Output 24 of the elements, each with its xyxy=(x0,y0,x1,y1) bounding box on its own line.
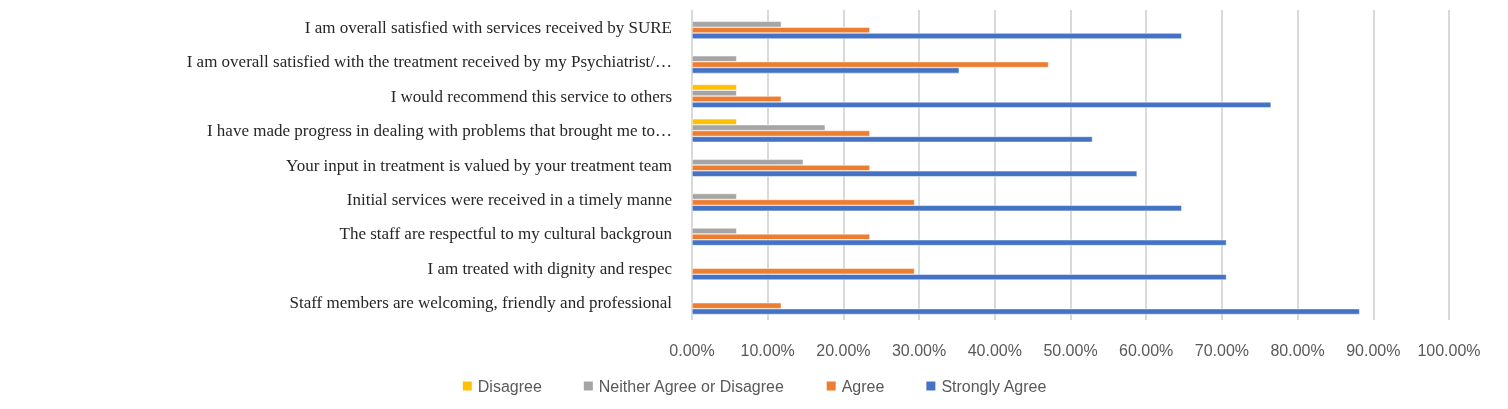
legend-label: Neither Agree or Disagree xyxy=(598,377,784,395)
legend-label: Disagree xyxy=(477,377,542,395)
x-tick-label: 60.00% xyxy=(1119,341,1174,359)
y-tick-label: I have made progress in dealing with problems that brought me to… xyxy=(206,121,672,141)
y-tick-label: I am overall satisfied with the treatment received by my Psychiatrist/… xyxy=(186,52,672,72)
x-tick-label: 50.00% xyxy=(1043,341,1098,359)
x-tick-label: 80.00% xyxy=(1270,341,1325,359)
x-tick-label: 30.00% xyxy=(891,341,947,359)
x-tick-label: 20.00% xyxy=(816,341,871,359)
legend-label: Strongly Agree xyxy=(941,377,1047,395)
y-tick-label: Staff members are welcoming, friendly and professional xyxy=(289,293,673,313)
x-tick-label: 10.00% xyxy=(740,341,795,359)
y-tick-label: Initial services were received in a timely manne xyxy=(346,189,672,209)
x-tick-label: 90.00% xyxy=(1346,341,1401,359)
x-tick-label: 0.00% xyxy=(669,341,715,359)
x-tick-label: 70.00% xyxy=(1194,341,1250,359)
y-tick-label: I am overall satisfied with services received by SURE xyxy=(304,17,672,37)
legend-label: Agree xyxy=(841,377,885,395)
x-tick-label: 100.00% xyxy=(1417,341,1481,359)
y-tick-label: The staff are respectful to my cultural backgroun xyxy=(339,224,673,244)
y-tick-label: I am treated with dignity and respec xyxy=(427,258,673,278)
x-tick-label: 40.00% xyxy=(967,341,1022,359)
y-tick-label: Your input in treatment is valued by your treatment team xyxy=(286,155,672,175)
y-tick-label: I would recommend this service to others xyxy=(390,86,672,106)
